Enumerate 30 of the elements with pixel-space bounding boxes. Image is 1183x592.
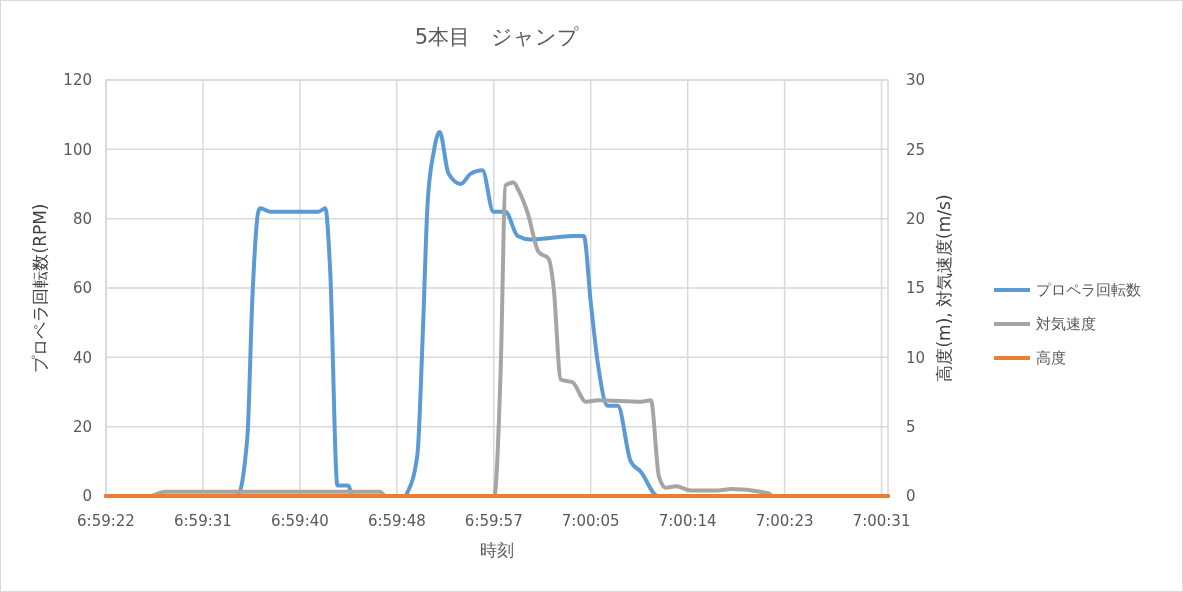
chart-title: 5本目 ジャンプ — [414, 25, 580, 49]
y-tick-label: 20 — [72, 417, 92, 436]
y-tick-label: 100 — [63, 140, 92, 159]
legend-label: プロペラ回転数 — [1036, 281, 1141, 300]
y2-tick-label: 15 — [906, 279, 926, 298]
x-tick-label: 7:00:14 — [658, 512, 717, 530]
y2-tick-label: 20 — [906, 209, 926, 228]
x-tick-label: 6:59:22 — [77, 512, 135, 530]
y2-tick-label: 25 — [906, 140, 926, 159]
y2-tick-label: 30 — [906, 71, 926, 90]
y-tick-label: 60 — [72, 279, 92, 298]
y-tick-label: 40 — [72, 348, 92, 367]
y-tick-label: 80 — [72, 209, 92, 228]
y2-tick-label: 10 — [906, 348, 926, 367]
y2-tick-label: 0 — [906, 487, 916, 506]
x-tick-label: 7:00:31 — [852, 512, 911, 530]
x-tick-label: 6:59:48 — [367, 512, 426, 530]
y-tick-label: 120 — [63, 71, 92, 90]
y-tick-label: 0 — [82, 487, 92, 506]
legend-label: 高度 — [1036, 349, 1066, 368]
legend-label: 対気速度 — [1036, 315, 1096, 334]
x-tick-label: 6:59:31 — [174, 512, 232, 530]
x-tick-label: 7:00:05 — [561, 512, 620, 530]
x-tick-label: 6:59:57 — [464, 512, 523, 530]
y2-axis-title: 高度(m), 対気速度(m/s) — [934, 194, 954, 382]
x-tick-label: 6:59:40 — [270, 512, 329, 530]
x-axis-title: 時刻 — [480, 540, 514, 560]
y-axis-title: プロペラ回転数(RPM) — [30, 203, 50, 373]
x-tick-label: 7:00:23 — [755, 512, 814, 530]
y2-tick-label: 5 — [906, 417, 916, 436]
